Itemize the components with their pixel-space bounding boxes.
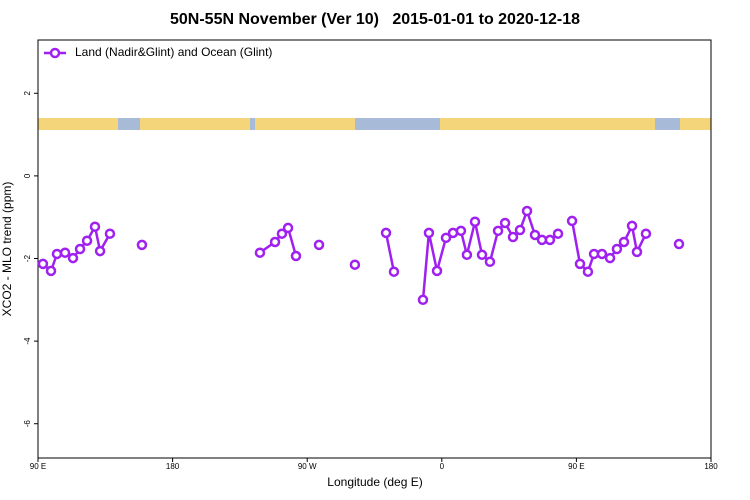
x-axis-label: Longitude (deg E) xyxy=(327,475,422,489)
point xyxy=(74,243,86,255)
point xyxy=(469,216,481,227)
y-tick-label: 0 xyxy=(23,173,32,178)
point xyxy=(67,252,79,264)
y-tick-label: -6 xyxy=(23,420,32,428)
point xyxy=(136,239,148,251)
point xyxy=(626,220,638,232)
x-tick-label: 180 xyxy=(166,462,180,471)
point xyxy=(423,227,435,239)
point xyxy=(507,231,519,243)
point xyxy=(94,245,106,257)
point xyxy=(544,234,556,246)
y-tick-label: -4 xyxy=(23,337,32,345)
point xyxy=(269,236,281,248)
point xyxy=(45,265,57,277)
point xyxy=(89,221,101,232)
point xyxy=(59,247,71,258)
point xyxy=(254,247,266,258)
point xyxy=(37,258,49,270)
point xyxy=(461,249,473,261)
land-ocean-strip xyxy=(38,118,711,130)
point xyxy=(582,266,594,277)
point xyxy=(476,249,488,261)
legend-label: Land (Nadir&Glint) and Ocean (Glint) xyxy=(75,45,272,59)
point xyxy=(51,248,63,260)
point xyxy=(618,236,630,248)
x-tick-label: 90 E xyxy=(568,462,584,471)
point xyxy=(574,258,586,270)
legend-marker xyxy=(49,47,61,59)
point xyxy=(349,259,361,270)
y-axis-label: XCO2 - MLO trend (ppm) xyxy=(0,182,14,317)
x-tick-label: 90 W xyxy=(298,462,317,471)
plot-frame xyxy=(37,39,712,459)
point xyxy=(596,248,608,260)
point xyxy=(631,246,643,258)
y-tick-label: -2 xyxy=(23,254,32,262)
point xyxy=(640,228,652,239)
point xyxy=(529,229,541,241)
point xyxy=(417,294,429,306)
point xyxy=(440,232,452,244)
point xyxy=(388,266,400,277)
x-tick-label: 90 E xyxy=(30,462,46,471)
point xyxy=(431,265,443,277)
point xyxy=(521,205,533,217)
point xyxy=(566,215,578,227)
point xyxy=(611,243,623,255)
point xyxy=(514,224,526,236)
point xyxy=(104,228,116,239)
point xyxy=(276,228,288,239)
x-tick-label: 0 xyxy=(440,462,445,471)
point xyxy=(484,256,496,268)
point xyxy=(455,225,467,237)
x-tick-label: 180 xyxy=(704,462,718,471)
point xyxy=(552,228,564,239)
point xyxy=(673,238,685,250)
point xyxy=(604,252,616,264)
point xyxy=(282,222,294,234)
chart-title: 50N-55N November (Ver 10) 2015-01-01 to … xyxy=(170,11,580,28)
y-tick-label: 2 xyxy=(23,91,32,96)
point xyxy=(313,239,325,251)
point xyxy=(499,217,511,229)
point xyxy=(492,225,504,237)
point xyxy=(290,250,302,262)
series-line xyxy=(43,211,679,300)
point xyxy=(81,235,93,246)
point xyxy=(380,227,392,239)
